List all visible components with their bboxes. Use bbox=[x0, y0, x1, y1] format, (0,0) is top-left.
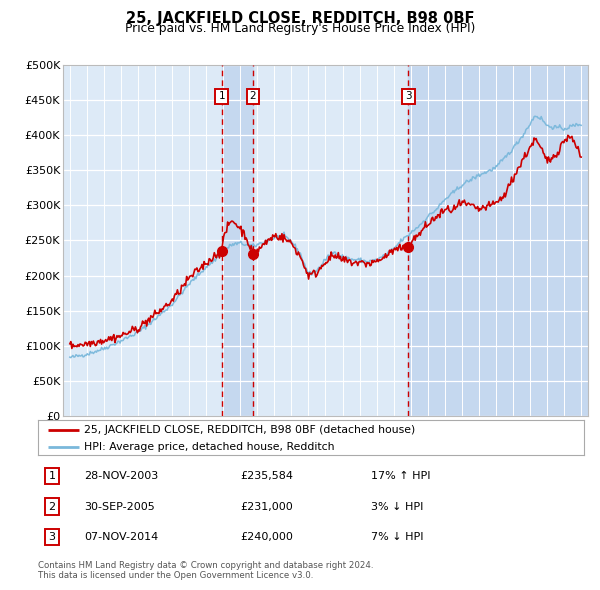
Text: 07-NOV-2014: 07-NOV-2014 bbox=[84, 532, 158, 542]
Text: 28-NOV-2003: 28-NOV-2003 bbox=[84, 471, 158, 481]
Bar bbox=[221, 65, 253, 416]
Text: This data is licensed under the Open Government Licence v3.0.: This data is licensed under the Open Gov… bbox=[38, 571, 313, 579]
Text: Contains HM Land Registry data © Crown copyright and database right 2024.: Contains HM Land Registry data © Crown c… bbox=[38, 560, 373, 569]
Text: 2: 2 bbox=[49, 502, 56, 512]
Text: 25, JACKFIELD CLOSE, REDDITCH, B98 0BF (detached house): 25, JACKFIELD CLOSE, REDDITCH, B98 0BF (… bbox=[84, 425, 415, 435]
Text: 1: 1 bbox=[49, 471, 55, 481]
Text: 30-SEP-2005: 30-SEP-2005 bbox=[84, 502, 155, 512]
Bar bbox=[409, 65, 588, 416]
Text: HPI: Average price, detached house, Redditch: HPI: Average price, detached house, Redd… bbox=[84, 442, 335, 451]
Text: 3% ↓ HPI: 3% ↓ HPI bbox=[371, 502, 423, 512]
Text: £235,584: £235,584 bbox=[240, 471, 293, 481]
Text: 3: 3 bbox=[49, 532, 55, 542]
Text: 17% ↑ HPI: 17% ↑ HPI bbox=[371, 471, 430, 481]
Text: £231,000: £231,000 bbox=[240, 502, 293, 512]
Text: 25, JACKFIELD CLOSE, REDDITCH, B98 0BF: 25, JACKFIELD CLOSE, REDDITCH, B98 0BF bbox=[126, 11, 474, 25]
Text: Price paid vs. HM Land Registry's House Price Index (HPI): Price paid vs. HM Land Registry's House … bbox=[125, 22, 475, 35]
Text: 2: 2 bbox=[250, 91, 256, 101]
Text: 3: 3 bbox=[405, 91, 412, 101]
Text: 1: 1 bbox=[218, 91, 225, 101]
Text: £240,000: £240,000 bbox=[240, 532, 293, 542]
Text: 7% ↓ HPI: 7% ↓ HPI bbox=[371, 532, 424, 542]
